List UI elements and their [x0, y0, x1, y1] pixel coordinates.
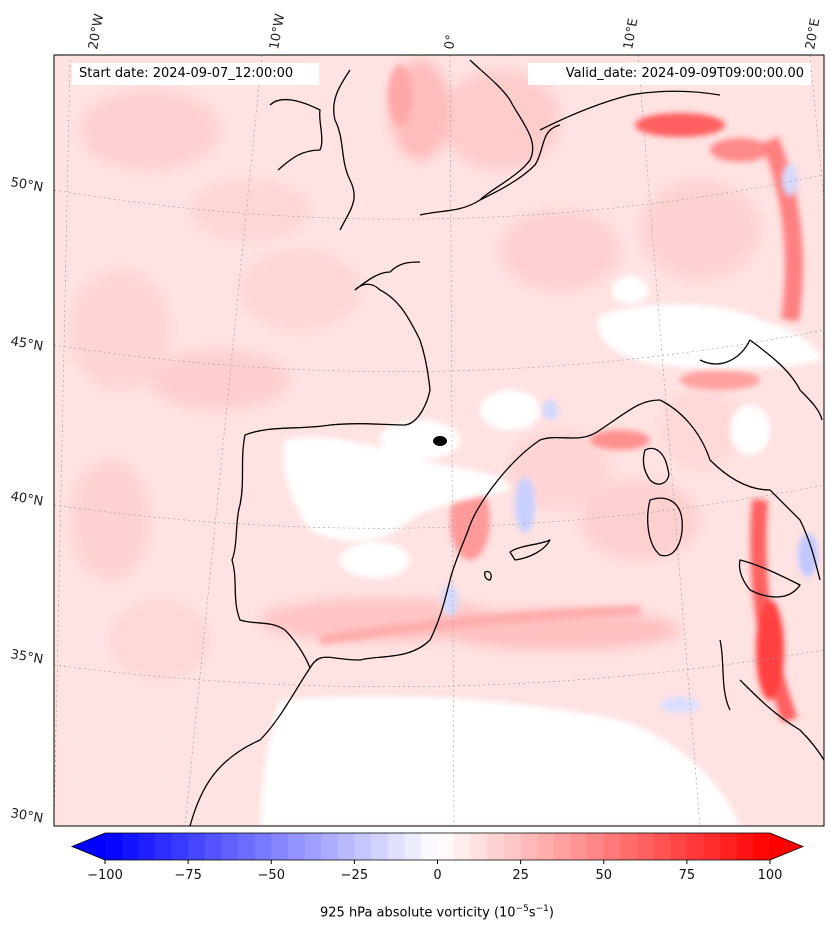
- graticule: [54, 55, 824, 826]
- colorbar-segment: [454, 833, 472, 860]
- colorbar-segment: [105, 833, 123, 860]
- colorbar-tick-label: 50: [595, 868, 612, 883]
- colorbar-segment: [287, 833, 306, 860]
- colorbar-segment: [620, 833, 638, 860]
- colorbar-segment: [487, 833, 505, 860]
- colorbar: −100 −75 −50 −25 0 25 50 75 100: [70, 832, 805, 883]
- colorbar-segment: [736, 833, 754, 860]
- colorbar-tick-label: 0: [433, 868, 441, 883]
- colorbar-tick-label: −50: [258, 868, 285, 883]
- lon-label-20w: 20°W: [86, 13, 107, 51]
- colorbar-label-suffix: ): [548, 905, 554, 921]
- map-border: [53, 54, 825, 827]
- colorbar-segment: [321, 833, 339, 860]
- near-zero-regions: [260, 276, 822, 826]
- lon-label-10e: 10°E: [621, 17, 641, 50]
- colorbar-extend-low: [72, 833, 105, 860]
- colorbar-segment: [371, 833, 389, 860]
- colorbar-segment: [171, 833, 189, 860]
- colorbar-segment: [238, 833, 256, 860]
- coastlines: [189, 59, 824, 826]
- colorbar-segment: [337, 833, 355, 860]
- colorbar-segment: [387, 833, 405, 860]
- colorbar-tick-label: 100: [758, 868, 783, 883]
- colorbar-label-exp1: −5: [515, 904, 529, 914]
- lat-label-40n: 40°N: [9, 489, 44, 509]
- colorbar-segment: [354, 833, 372, 860]
- map-panel: [54, 55, 824, 826]
- colorbar-label-mid: s: [528, 905, 536, 921]
- vorticity-field-texture: [60, 60, 760, 810]
- colorbar-segment: [603, 833, 621, 860]
- colorbar-label-prefix: 925 hPa absolute vorticity (10: [320, 905, 516, 921]
- lon-label-0: 0°: [442, 34, 459, 51]
- colorbar-segment: [703, 833, 721, 860]
- colorbar-segment: [587, 833, 605, 860]
- colorbar-segment: [221, 833, 239, 860]
- lat-label-45n: 45°N: [9, 334, 44, 354]
- colorbar-segment: [121, 833, 139, 860]
- colorbar-tick-label: −100: [87, 868, 123, 883]
- lon-label-10w: 10°W: [267, 13, 288, 51]
- valid-date-label: Valid_date: 2024-09-09T09:00:00.00: [528, 63, 811, 85]
- lon-label-20e: 20°E: [803, 17, 823, 50]
- colorbar-segment: [753, 833, 771, 860]
- colorbar-segment: [637, 833, 655, 860]
- vorticity-maxima: [319, 65, 803, 723]
- lat-label-50n: 50°N: [9, 175, 44, 195]
- colorbar-segment: [271, 833, 289, 860]
- colorbar-tick-label: 25: [512, 868, 529, 883]
- lat-label-30n: 30°N: [9, 806, 44, 826]
- colorbar-segment: [720, 833, 738, 860]
- colorbar-segment: [670, 833, 688, 860]
- colorbar-segment: [470, 833, 488, 860]
- colorbar-segment: [254, 833, 272, 860]
- colorbar-label: 925 hPa absolute vorticity (10−5s−1): [0, 904, 832, 920]
- colorbar-segment: [138, 833, 156, 860]
- colorbar-segment: [188, 833, 206, 860]
- colorbar-segment: [537, 833, 555, 860]
- colorbar-segment: [653, 833, 671, 860]
- vorticity-minima: [442, 164, 818, 713]
- colorbar-segment: [304, 833, 322, 860]
- colorbar-tick-label: −25: [341, 868, 368, 883]
- colorbar-segment: [553, 833, 572, 860]
- location-marker: [433, 436, 447, 446]
- colorbar-segment: [570, 833, 588, 860]
- start-date-label: Start date: 2024-09-07_12:00:00: [72, 63, 319, 85]
- colorbar-segment: [437, 833, 455, 860]
- colorbar-segment: [504, 833, 522, 860]
- colorbar-tick-label: −75: [174, 868, 201, 883]
- colorbar-extend-high: [770, 833, 803, 860]
- colorbar-segment: [686, 833, 705, 860]
- colorbar-tick-label: 75: [679, 868, 696, 883]
- colorbar-segment: [204, 833, 222, 860]
- colorbar-label-exp2: −1: [535, 904, 549, 914]
- colorbar-segment: [420, 833, 439, 860]
- colorbar-segment: [404, 833, 422, 860]
- colorbar-segment: [520, 833, 538, 860]
- lat-label-35n: 35°N: [9, 647, 44, 667]
- colorbar-segment: [154, 833, 173, 860]
